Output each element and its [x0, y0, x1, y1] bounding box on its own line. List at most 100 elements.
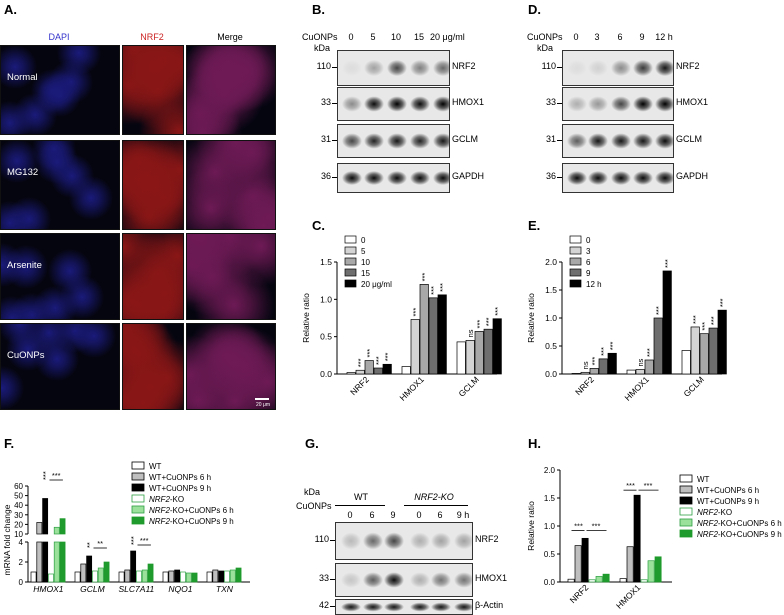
significance-label: ***: [700, 322, 709, 331]
bar-upper-HMOX1-WT+CuONPs 9 h: [42, 498, 49, 535]
bar-HMOX1-NRF2-KO: [48, 573, 54, 583]
marker-tick: [332, 140, 337, 141]
legend-label: 6: [586, 258, 591, 267]
protein-label: NRF2: [452, 61, 476, 71]
legend-label: 12 h: [586, 280, 602, 289]
legend-swatch: [131, 461, 145, 470]
y-tick-label: 30: [14, 511, 23, 520]
panel-label-b: B.: [312, 2, 325, 17]
panel-label-d: D.: [528, 2, 541, 17]
legend-label: WT+CuONPs 6 h: [149, 473, 211, 482]
kda-label: kDa: [304, 487, 321, 497]
legend-swatch: [344, 235, 357, 244]
marker-tick: [332, 177, 337, 178]
y-tick-label: 60: [14, 482, 23, 491]
legend-label-rest: -KO: [718, 508, 732, 517]
x-category-label: GCLM: [456, 374, 480, 398]
legend-swatch: [679, 485, 693, 494]
bar-HMOX1-20 μg/ml: [437, 294, 447, 375]
x-category-label: NRF2: [348, 374, 371, 397]
bar-TXN-NRF2-KO+CuONPs 9 h: [235, 567, 242, 583]
column-label-merge: Merge: [217, 32, 243, 42]
y-tick-label: 40: [14, 501, 23, 510]
marker-tick: [330, 540, 335, 541]
y-axis-label: mRNA fold change: [2, 504, 12, 575]
legend-swatch: [131, 483, 145, 492]
lane-label: 0: [348, 32, 354, 42]
x-category-label: HMOX1: [33, 584, 64, 594]
lane-label: 6: [437, 510, 443, 520]
legend-label: 5: [361, 247, 366, 256]
legend-swatch: [131, 516, 145, 525]
bar-GCLM-WT+CuONPs 6 h: [80, 563, 87, 583]
protein-label: GAPDH: [452, 171, 485, 181]
bar-GCLM-NRF2-KO+CuONPs 9 h: [103, 561, 110, 583]
y-axis-label: Relative ratio: [301, 293, 311, 343]
lane-label: 3: [594, 32, 600, 42]
bar-upper-HMOX1-NRF2-KO+CuONPs 9 h: [59, 518, 66, 535]
bar-HMOX1-5: [410, 319, 420, 375]
significance-label: ***: [645, 348, 654, 357]
y-tick-label: 4: [19, 538, 24, 547]
y-tick-label: 1.0: [544, 522, 556, 531]
protein-label: GCLM: [676, 134, 703, 144]
marker-label: 33: [545, 97, 556, 107]
legend-label-gene: NRF2: [149, 495, 170, 504]
significance-label: ***: [383, 352, 392, 361]
y-tick-label: 1.0: [545, 313, 557, 323]
blot-strip-1: [337, 87, 450, 121]
protein-label: HMOX1: [452, 97, 485, 107]
blot-strip-0: [337, 50, 450, 86]
treatment-label: CuONPs: [527, 32, 563, 42]
legend-swatch: [569, 235, 582, 244]
legend-label: NRF2-KO: [149, 495, 184, 504]
bar-NRF2-NRF2-KO+CuONPs 9 h: [602, 573, 610, 583]
panel-label-a: A.: [4, 2, 17, 17]
marker-label: 42: [318, 600, 329, 610]
x-category-label: TXN: [216, 584, 234, 594]
significance-label: ***: [493, 307, 502, 316]
legend-swatch: [131, 472, 145, 481]
micrograph-dapi-2: Arsenite: [0, 233, 120, 320]
bar-NRF2-5: [355, 369, 365, 375]
bar-NRF2-6: [589, 368, 599, 375]
x-category-label: NRF2: [568, 582, 591, 605]
protein-label: GAPDH: [676, 171, 709, 181]
y-tick-label: 1.5: [320, 257, 332, 267]
legend-label: NRF2-KO+CuONPs 9 h: [697, 530, 782, 539]
kda-label: kDa: [537, 43, 554, 53]
lane-label: 9: [639, 32, 645, 42]
lane-label: 0: [347, 510, 353, 520]
lane-label: 9: [390, 510, 396, 520]
group-underline: [404, 505, 468, 506]
bar-HMOX1-0: [626, 369, 636, 375]
marker-tick: [557, 67, 562, 68]
legend-swatch: [131, 494, 145, 503]
y-tick-label: 1.5: [544, 494, 556, 503]
significance-label: ***: [592, 521, 601, 530]
panel-label-f: F.: [4, 436, 15, 451]
legend-label-rest: -KO: [170, 495, 184, 504]
row-label: CuONPs: [7, 350, 45, 361]
protein-label: NRF2: [475, 534, 499, 544]
legend-swatch: [569, 257, 582, 266]
bar-SLC7A11-WT+CuONPs 9 h: [130, 550, 137, 583]
significance-label: ***: [626, 481, 635, 490]
significance-label: ***: [129, 536, 138, 545]
bar-HMOX1-0: [401, 366, 411, 375]
bar-NRF2-3: [580, 371, 590, 375]
significance-label: ***: [365, 349, 374, 358]
blot-strip-2: [335, 599, 473, 615]
bar-GCLM-10: [474, 331, 484, 375]
significance-label: ***: [52, 471, 61, 480]
bar-GCLM-9: [708, 327, 718, 375]
bar-NRF2-0: [571, 373, 581, 375]
bar-HMOX1-WT: [30, 571, 37, 583]
y-tick-label: 2: [19, 558, 24, 567]
bar-NQO1-NRF2-KO+CuONPs 9 h: [191, 572, 198, 583]
bar-GCLM-WT: [74, 571, 81, 583]
bar-NRF2-9: [598, 358, 608, 375]
micrograph-nrf2-1: [122, 140, 184, 230]
